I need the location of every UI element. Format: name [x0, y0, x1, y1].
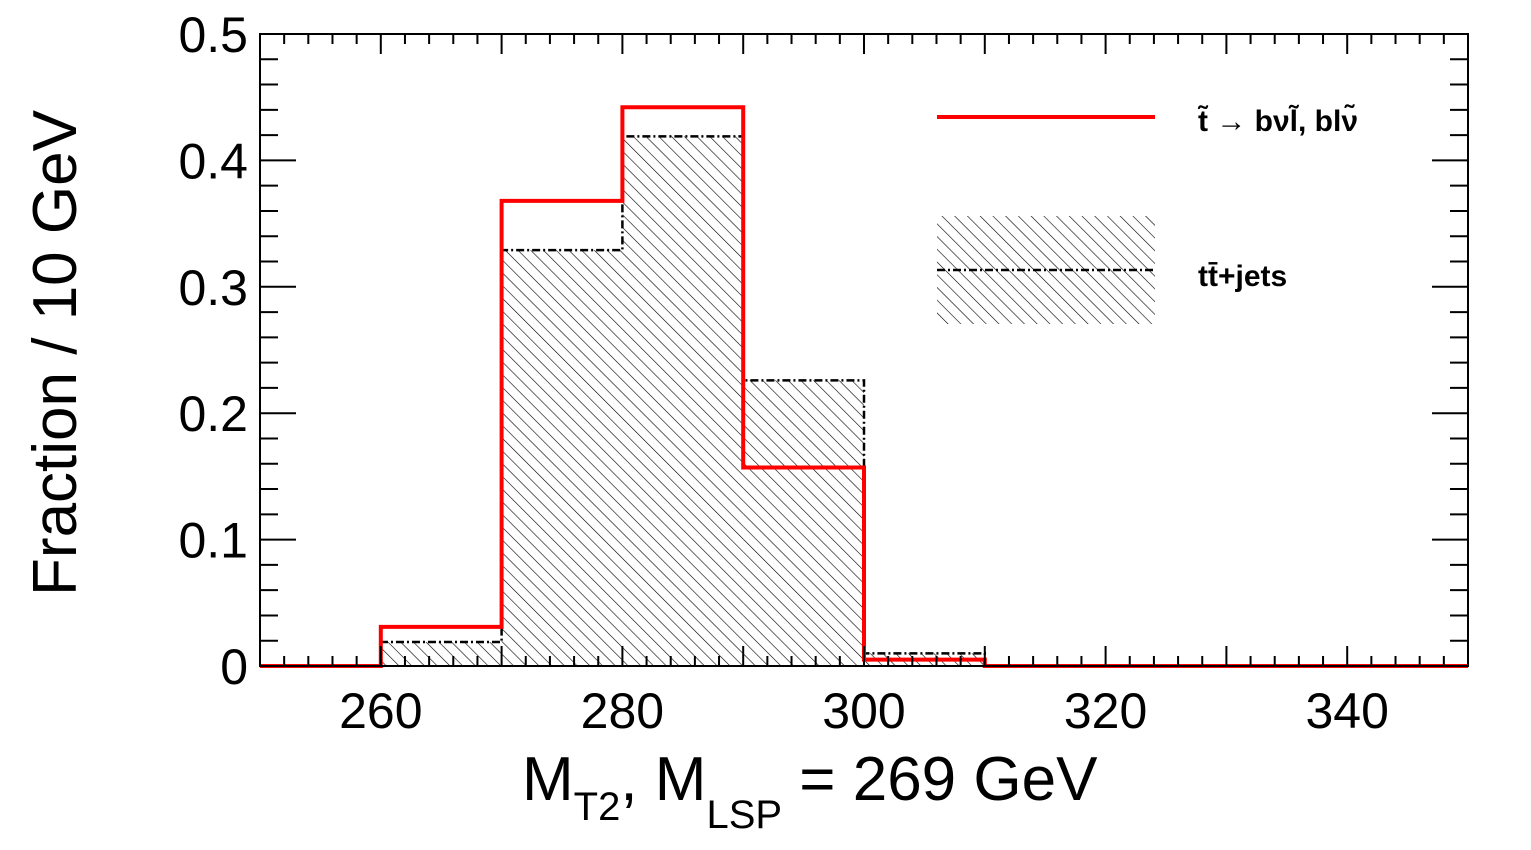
x-axis-title-rest: = 269 GeV: [782, 745, 1098, 814]
background-bar: [622, 136, 744, 666]
background-bar: [380, 641, 502, 666]
background-bar: [501, 250, 623, 667]
background-bar: [743, 380, 864, 666]
x-axis-title: MT2, MLSP = 269 GeV: [522, 745, 1098, 837]
legend: t̃ → bνl̃, blν̃ tt̄+jets: [937, 104, 1358, 324]
x-tick-label: 320: [1064, 683, 1147, 739]
x-tick-label: 280: [581, 683, 664, 739]
x-tick-label: 260: [339, 683, 422, 739]
x-axis-title-sub2: LSP: [706, 793, 782, 837]
y-tick-label: 0: [220, 639, 248, 695]
x-axis-title-sub1: T2: [574, 785, 621, 829]
y-tick-label: 0.3: [178, 260, 248, 316]
background-outline: [260, 135, 1468, 668]
legend-signal-label: t̃ → bνl̃, blν̃: [1197, 104, 1358, 138]
y-tick-label: 0.4: [178, 133, 248, 189]
legend-background-label: tt̄+jets: [1198, 260, 1287, 293]
x-tick-label: 300: [822, 683, 905, 739]
x-tick-label: 340: [1305, 683, 1388, 739]
y-tick-label: 0.5: [178, 7, 248, 63]
x-axis-title-main: M: [522, 745, 574, 814]
axes: 260 280 300 320 340 0 0.1 0.2 0.3 0.4 0.5: [178, 7, 1469, 739]
y-axis-title: Fraction / 10 GeV: [21, 109, 90, 596]
y-tick-label: 0.2: [178, 386, 248, 442]
x-axis-title-mid: , M: [620, 745, 706, 814]
plot-area: [260, 105, 1468, 668]
y-tick-label: 0.1: [178, 513, 248, 569]
